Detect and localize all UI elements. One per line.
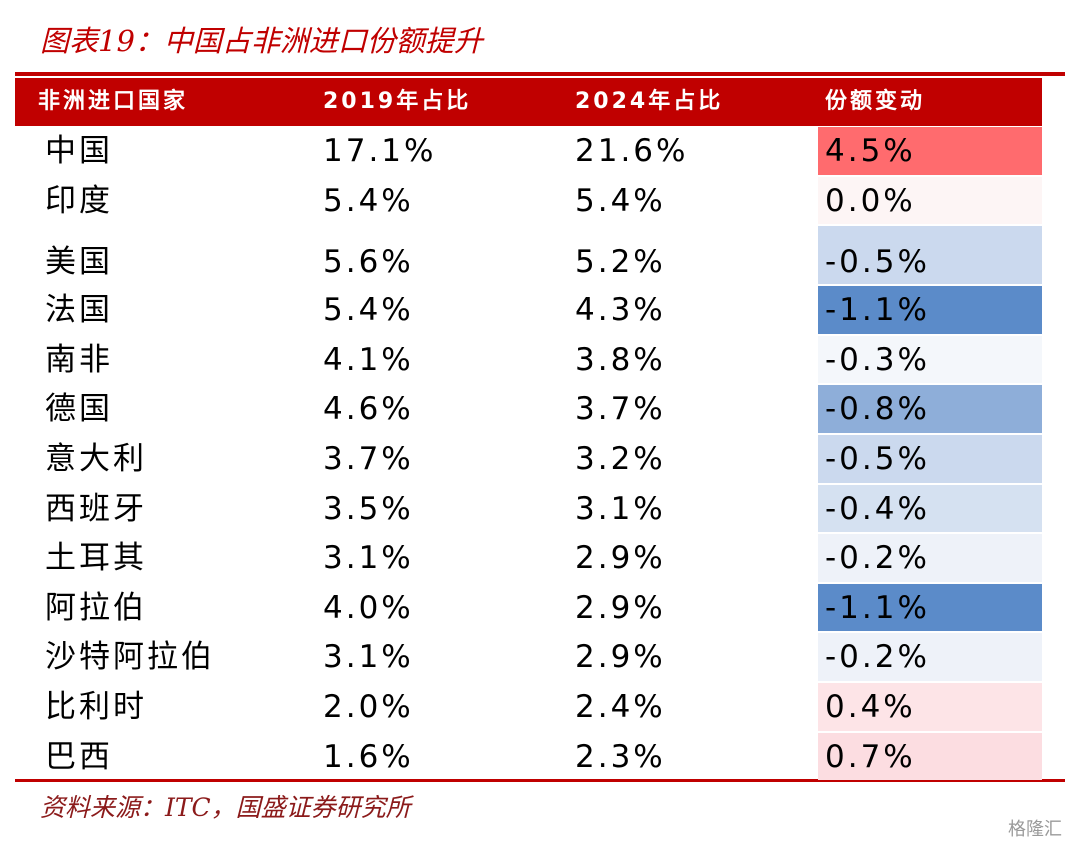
share-value: 3.1% [323,540,414,577]
top-rule [15,72,1065,76]
change-cell-bg [818,127,1042,175]
share-value: -0.5% [825,244,930,281]
share-value: 0.0% [825,182,916,219]
share-value: 0.7% [825,738,916,775]
bottom-rule [15,779,1065,782]
change-cell-bg [818,484,1042,533]
share-value: 3.1% [575,490,666,527]
country: 法国 [45,292,113,329]
share-value: -0.5% [825,441,930,477]
share-value: 3.7% [575,391,666,428]
share-value: 2.3% [575,738,666,775]
share-value: 2.0% [323,689,414,725]
column-header: 份额变动 [825,89,926,114]
change-cell-bg [818,633,1042,681]
share-value: 5.2% [575,244,666,281]
change-cell-bg [818,683,1042,731]
country: 阿拉伯 [45,589,147,626]
share-value: -1.1% [825,589,930,626]
country: 土耳其 [45,540,147,577]
column-header: 2019年占比 [323,89,472,114]
share-value: 21.6% [575,133,689,169]
source: 资料来源：ITC，国盛证券研究所 [40,793,411,822]
share-value: -0.8% [825,391,930,428]
share-value: 5.6% [323,244,414,281]
share-value: 3.2% [575,441,666,477]
share-value: 17.1% [323,133,437,169]
share-value: 2.4% [575,689,666,725]
country: 美国 [45,244,113,281]
share-value: 5.4% [323,182,414,219]
share-value: 0.4% [825,689,916,725]
share-value: 4.5% [825,133,916,169]
change-cell-bg [818,435,1042,483]
change-cell-bg [818,226,1042,285]
change-cell-bg [818,286,1042,334]
share-value: -0.2% [825,540,930,577]
share-value: 4.1% [323,341,414,378]
header-row [15,78,1042,126]
country: 西班牙 [45,490,147,527]
country: 德国 [45,391,113,428]
share-value: -0.2% [825,639,930,676]
share-value: 2.9% [575,540,666,577]
share-value: -0.4% [825,490,930,527]
country: 比利时 [45,689,147,725]
title: 图表19：中国占非洲进口份额提升 [40,24,483,58]
share-value: 1.6% [323,738,414,775]
share-value: 2.9% [575,589,666,626]
change-cell-bg [818,583,1042,632]
share-value: -0.3% [825,341,930,378]
share-value: 4.6% [323,391,414,428]
column-header: 非洲进口国家 [38,89,189,114]
change-cell-bg [818,385,1042,433]
share-value: 3.7% [323,441,414,477]
change-cell-bg [818,176,1042,225]
country: 印度 [45,182,113,219]
share-value: 3.5% [323,490,414,527]
share-value: 2.9% [575,639,666,676]
watermark: 格隆汇 [1008,819,1062,840]
share-value: -1.1% [825,292,930,329]
share-value: 3.1% [323,639,414,676]
share-value: 4.3% [575,292,666,329]
country: 意大利 [45,441,147,477]
share-value: 3.8% [575,341,666,378]
change-cell-bg [818,732,1042,781]
country: 沙特阿拉伯 [45,639,215,676]
column-header: 2024年占比 [575,89,724,114]
change-cell-bg [818,534,1042,582]
change-cell-bg [818,335,1042,384]
country: 南非 [45,341,113,378]
country: 中国 [45,133,113,169]
share-value: 5.4% [575,182,666,219]
share-value: 5.4% [323,292,414,329]
country: 巴西 [45,738,113,775]
share-value: 4.0% [323,589,414,626]
